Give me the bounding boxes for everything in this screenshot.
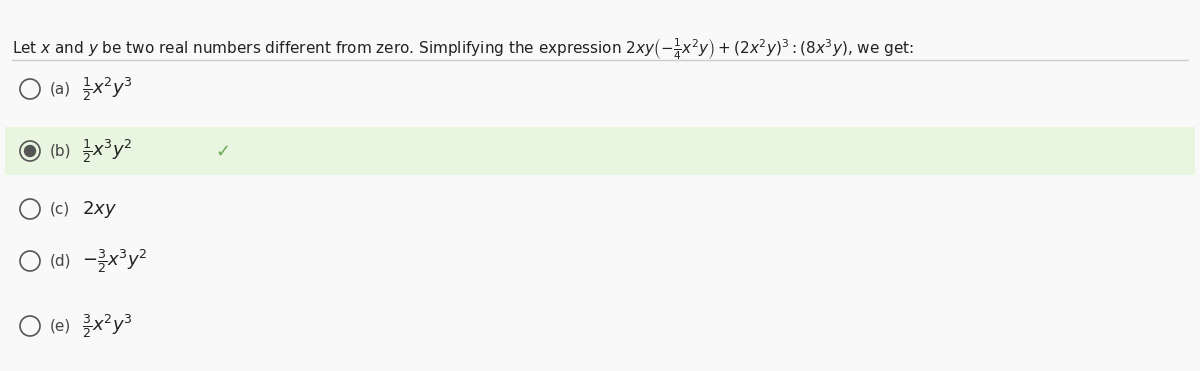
Text: $\frac{3}{2}x^2y^3$: $\frac{3}{2}x^2y^3$ (82, 312, 133, 340)
Text: (a): (a) (50, 82, 71, 96)
Text: (b): (b) (50, 144, 72, 158)
Text: $\frac{1}{2}x^2y^3$: $\frac{1}{2}x^2y^3$ (82, 75, 133, 103)
Text: $2xy$: $2xy$ (82, 198, 116, 220)
Text: (e): (e) (50, 318, 71, 334)
Text: (c): (c) (50, 201, 71, 217)
Text: (d): (d) (50, 253, 72, 269)
Text: Let $x$ and $y$ be two real numbers different from zero. Simplifying the express: Let $x$ and $y$ be two real numbers diff… (12, 36, 914, 62)
FancyBboxPatch shape (5, 127, 1195, 175)
Circle shape (24, 145, 36, 157)
Text: $-\frac{3}{2}x^3y^2$: $-\frac{3}{2}x^3y^2$ (82, 247, 148, 275)
Text: $\frac{1}{2}x^3y^2$: $\frac{1}{2}x^3y^2$ (82, 137, 132, 165)
Text: $\checkmark$: $\checkmark$ (215, 142, 229, 160)
